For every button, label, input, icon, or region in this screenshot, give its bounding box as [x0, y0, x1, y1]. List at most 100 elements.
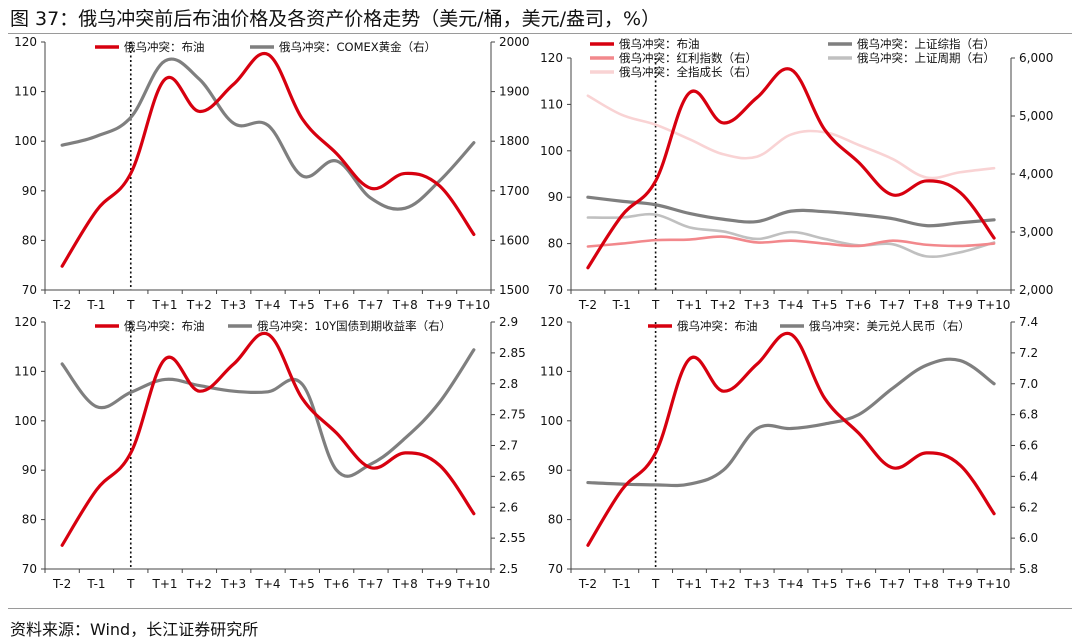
left-tick-label: 70: [22, 283, 37, 297]
x-tick-label: T+10: [457, 577, 491, 591]
x-tick-label: T: [126, 577, 135, 591]
series-line-2: [586, 357, 996, 488]
x-tick-label: T+9: [426, 577, 452, 591]
right-tick-label: 7.0: [1019, 377, 1038, 391]
x-tick-label: T+6: [845, 577, 871, 591]
right-tick-label: 7.4: [1019, 315, 1038, 329]
legend-label: 俄乌冲突：10Y国债到期收益率（右）: [257, 319, 451, 333]
x-tick-label: T+4: [777, 577, 803, 591]
legend-label: 俄乌冲突：COMEX黄金（右）: [279, 40, 436, 54]
x-tick-label: T+8: [392, 298, 418, 312]
x-tick-label: T+7: [879, 577, 905, 591]
chart-panel-4: 70 80 90 100 110 120 5.8 6.0 6.2 6.4 6.6 6.8 7.0 7.2 7…: [540, 315, 1038, 591]
series-line-1: [586, 331, 996, 547]
left-tick-label: 120: [14, 315, 37, 329]
right-tick-label: 2.55: [499, 531, 526, 545]
x-tick-label: T+5: [289, 577, 315, 591]
x-tick-label: T+1: [676, 298, 702, 312]
right-tick-label: 5.8: [1019, 562, 1038, 576]
left-tick-label: 100: [540, 144, 563, 158]
left-tick-label: 80: [548, 513, 563, 527]
x-tick-label: T-2: [52, 577, 71, 591]
legend-label: 俄乌冲突：布油: [124, 40, 205, 54]
right-tick-label: 1600: [499, 233, 530, 247]
legend-label: 俄乌冲突：美元兑人民币（右）: [809, 319, 970, 333]
right-tick-label: 2.75: [499, 408, 526, 422]
right-tick-label: 6.2: [1019, 500, 1038, 514]
left-tick-label: 110: [14, 85, 37, 99]
right-tick-label: 6,000: [1019, 51, 1053, 65]
right-tick-label: 1500: [499, 283, 530, 297]
right-tick-label: 2.85: [499, 346, 526, 360]
x-tick-label: T+6: [845, 298, 871, 312]
title-divider: [8, 33, 1072, 34]
series-line-1: [60, 331, 476, 547]
right-tick-label: 6.0: [1019, 531, 1038, 545]
x-tick-label: T+1: [152, 577, 178, 591]
x-tick-label: T+5: [811, 577, 837, 591]
left-tick-label: 80: [22, 513, 37, 527]
left-tick-label: 120: [540, 315, 563, 329]
series-line-2: [60, 348, 476, 478]
left-tick-label: 110: [540, 97, 563, 111]
x-tick-label: T+3: [744, 298, 770, 312]
source-divider: [8, 608, 1072, 609]
x-tick-label: T+10: [977, 577, 1011, 591]
series-line-2: [586, 195, 996, 228]
series-line-4: [586, 212, 996, 259]
chart-panel-3: 70 80 90 100 110 120 2.5 2.55 2.6 2.65 2.7 2.75 2.8 2…: [14, 315, 526, 591]
x-tick-label: T+5: [289, 298, 315, 312]
left-tick-label: 90: [22, 463, 37, 477]
x-tick-label: T+4: [254, 298, 280, 312]
left-tick-label: 100: [14, 134, 37, 148]
x-tick-label: T+6: [323, 577, 349, 591]
x-tick-label: T+6: [323, 298, 349, 312]
left-tick-label: 70: [548, 562, 563, 576]
left-tick-label: 100: [14, 414, 37, 428]
figure-title: 图 37：俄乌冲突前后布油价格及各资产价格走势（美元/桶，美元/盎司，%）: [10, 8, 661, 30]
x-tick-label: T-1: [86, 298, 105, 312]
x-tick-label: T+1: [676, 577, 702, 591]
legend-label: 俄乌冲突：全指成长（右）: [619, 65, 757, 79]
left-tick-label: 120: [540, 51, 563, 65]
left-tick-label: 120: [14, 35, 37, 49]
x-tick-label: T+2: [186, 298, 212, 312]
x-tick-label: T+7: [879, 298, 905, 312]
x-tick-label: T+8: [913, 577, 939, 591]
x-tick-label: T+2: [710, 298, 736, 312]
x-tick-label: T+2: [186, 577, 212, 591]
legend-label: 俄乌冲突：布油: [677, 319, 758, 333]
series-line-2: [60, 57, 476, 211]
legend-label: 俄乌冲突：上证周期（右）: [857, 51, 995, 65]
legend-label: 俄乌冲突：红利指数（右）: [619, 51, 757, 65]
left-tick-label: 70: [22, 562, 37, 576]
left-tick-label: 90: [22, 184, 37, 198]
right-tick-label: 2.7: [499, 439, 518, 453]
right-tick-label: 2.5: [499, 562, 518, 576]
right-tick-label: 2.6: [499, 500, 518, 514]
right-tick-label: 1900: [499, 85, 530, 99]
x-tick-label: T+10: [977, 298, 1011, 312]
left-tick-label: 90: [548, 190, 563, 204]
right-tick-label: 2.8: [499, 377, 518, 391]
right-tick-label: 1800: [499, 134, 530, 148]
series-line-5: [586, 94, 996, 180]
x-tick-label: T+9: [947, 298, 973, 312]
right-tick-label: 5,000: [1019, 109, 1053, 123]
series-line-3: [586, 235, 996, 248]
x-tick-label: T+8: [392, 577, 418, 591]
x-tick-label: T+4: [254, 577, 280, 591]
right-tick-label: 7.2: [1019, 346, 1038, 360]
right-tick-label: 6.4: [1019, 469, 1038, 483]
series-line-1: [60, 51, 476, 268]
left-tick-label: 90: [548, 463, 563, 477]
x-tick-label: T+1: [152, 298, 178, 312]
x-tick-label: T: [651, 577, 660, 591]
right-tick-label: 6.6: [1019, 439, 1038, 453]
right-tick-label: 3,000: [1019, 225, 1053, 239]
left-tick-label: 80: [22, 233, 37, 247]
chart-panel-2: 70 80 90 100 110 120 2,000 3,000 4,000 5,000 6,000…: [540, 37, 1053, 312]
x-tick-label: T+5: [811, 298, 837, 312]
x-tick-label: T+8: [913, 298, 939, 312]
x-tick-label: T+10: [457, 298, 491, 312]
